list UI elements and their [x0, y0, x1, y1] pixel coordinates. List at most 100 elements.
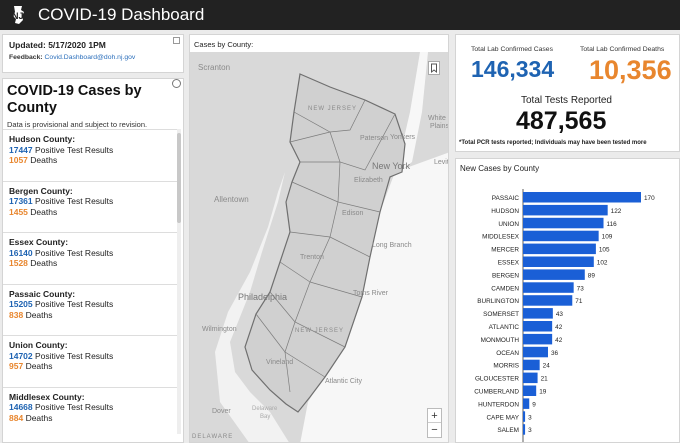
county-name: Middlesex County:: [9, 391, 85, 402]
county-deaths: 838: [9, 309, 24, 320]
map-label-vineland: Vineland: [266, 359, 293, 366]
chart-category-label: HUDSON: [491, 208, 519, 215]
county-deaths: 1455: [9, 206, 28, 217]
county-name: Bergen County:: [9, 185, 73, 196]
map-label-new-york: New York: [372, 161, 411, 171]
chart-bar[interactable]: [523, 359, 540, 371]
list-scrollbar-thumb[interactable]: [177, 133, 181, 223]
updated-text: Updated: 5/17/2020 1PM: [9, 40, 106, 50]
positives-label: Positive Test Results: [35, 247, 114, 258]
county-positives-line: 17447 Positive Test Results: [9, 145, 172, 156]
chart-category-label: GLOUCESTER: [475, 376, 519, 383]
update-info-panel: Updated: 5/17/2020 1PM Feedback: Covid.D…: [2, 34, 184, 73]
new-cases-chart: PASSAIC 170 HUDSON 122 UNION 116 MIDDLESEX 109 M…: [474, 189, 655, 442]
chart-value-label: 109: [602, 234, 613, 241]
map-label-toms-river: Toms River: [353, 290, 389, 297]
deaths-label: Deaths: [30, 155, 58, 165]
county-entry: Essex County: 16140 Positive Test Results…: [3, 232, 178, 273]
map-title: Cases by County:: [194, 40, 254, 49]
nj-map[interactable]: Scranton NEW JERSEY White Plains Yonkers…: [190, 52, 449, 443]
chart-bar[interactable]: [523, 282, 574, 293]
county-deaths: 957: [9, 361, 24, 371]
map-label-white-plains: White: [428, 115, 446, 122]
chart-category-label: MORRIS: [493, 363, 519, 370]
chart-title: New Cases by County: [460, 164, 540, 173]
map-zoom-control: + −: [427, 408, 442, 438]
chart-value-label: 21: [541, 376, 549, 383]
map-panel[interactable]: Cases by County:: [189, 34, 449, 443]
county-deaths-line: 957 Deaths: [9, 361, 172, 372]
confirmed-deaths-value: 10,356: [589, 55, 672, 85]
zoom-in-button[interactable]: +: [428, 409, 441, 423]
map-label-atlantic-city: Atlantic City: [325, 378, 362, 385]
map-label-delaware-bay: Delaware: [252, 406, 278, 412]
nj-logo-icon: NJ: [7, 4, 29, 26]
feedback-line: Feedback: Covid.Dashboard@doh.nj.gov: [9, 54, 177, 61]
map-label-long-branch: Long Branch: [372, 242, 412, 249]
chart-bar[interactable]: [523, 346, 548, 358]
map-label-elizabeth: Elizabeth: [354, 177, 383, 184]
list-scrollbar[interactable]: [177, 129, 181, 434]
chart-bar[interactable]: [523, 217, 604, 229]
chart-category-label: BURLINGTON: [477, 298, 519, 305]
svg-text:NJ: NJ: [12, 11, 24, 21]
panel-corner-icon: [173, 37, 180, 44]
chart-bar[interactable]: [523, 308, 553, 319]
map-label-allentown: Allentown: [214, 195, 249, 204]
map-label-delaware: DELAWARE: [192, 434, 233, 440]
county-deaths: 884: [9, 412, 24, 423]
chart-category-label: PASSAIC: [492, 195, 520, 202]
chart-bar[interactable]: [523, 230, 599, 242]
chart-value-label: 42: [555, 337, 563, 344]
map-label-levit: Levit: [434, 159, 449, 166]
county-name: Union County:: [9, 340, 68, 350]
deaths-label: Deaths: [25, 361, 53, 371]
confirmed-cases-label: Total Lab Confirmed Cases: [471, 46, 553, 53]
chart-bar[interactable]: [523, 256, 594, 268]
chart-bar[interactable]: [523, 192, 641, 203]
deaths-label: Deaths: [25, 412, 53, 423]
chart-bar[interactable]: [523, 333, 553, 345]
chart-value-label: 71: [575, 298, 583, 305]
chart-bar[interactable]: [523, 424, 526, 435]
chart-bar[interactable]: [523, 295, 573, 306]
map-label-scranton: Scranton: [198, 63, 230, 72]
chart-bar[interactable]: [523, 269, 585, 280]
chart-value-label: 170: [644, 195, 655, 202]
chart-category-label: MONMOUTH: [481, 337, 520, 344]
tests-note: *Total PCR tests reported; Individuals m…: [459, 140, 647, 146]
chart-bar[interactable]: [523, 372, 538, 384]
chart-category-label: HUNTERDON: [478, 401, 519, 408]
map-label-trenton: Trenton: [300, 254, 324, 261]
feedback-email-link[interactable]: Covid.Dashboard@doh.nj.gov: [44, 54, 136, 61]
county-positives: 14668: [9, 402, 33, 412]
bookmark-icon[interactable]: [428, 61, 440, 75]
chart-category-label: CUMBERLAND: [474, 389, 519, 396]
chart-value-label: 19: [539, 389, 547, 396]
expand-icon[interactable]: [172, 79, 181, 88]
header-bar: NJ COVID-19 Dashboard: [0, 0, 680, 30]
map-label-plains: Plains: [430, 123, 449, 130]
county-deaths: 1528: [9, 258, 28, 268]
chart-bar[interactable]: [523, 204, 608, 216]
chart-category-label: CAMDEN: [491, 285, 519, 292]
chart-category-label: SOMERSET: [483, 311, 519, 318]
county-positives: 16140: [9, 247, 33, 258]
map-label-yonkers: Yonkers: [390, 134, 416, 141]
chart-bar[interactable]: [523, 398, 530, 409]
county-positives-line: 15205 Positive Test Results: [9, 299, 172, 310]
positives-label: Positive Test Results: [35, 196, 114, 206]
chart-bar[interactable]: [523, 321, 553, 332]
chart-bar[interactable]: [523, 243, 596, 255]
positives-label: Positive Test Results: [35, 350, 114, 361]
county-positives: 15205: [9, 299, 33, 309]
county-deaths-line: 1528 Deaths: [9, 258, 172, 269]
zoom-out-button[interactable]: −: [431, 424, 438, 436]
chart-bar[interactable]: [523, 411, 526, 422]
chart-bar[interactable]: [523, 385, 537, 397]
positives-label: Positive Test Results: [35, 144, 114, 155]
map-label-paterson: Paterson: [360, 135, 388, 142]
chart-category-label: CAPE MAY: [486, 414, 519, 421]
chart-category-label: UNION: [498, 221, 519, 228]
